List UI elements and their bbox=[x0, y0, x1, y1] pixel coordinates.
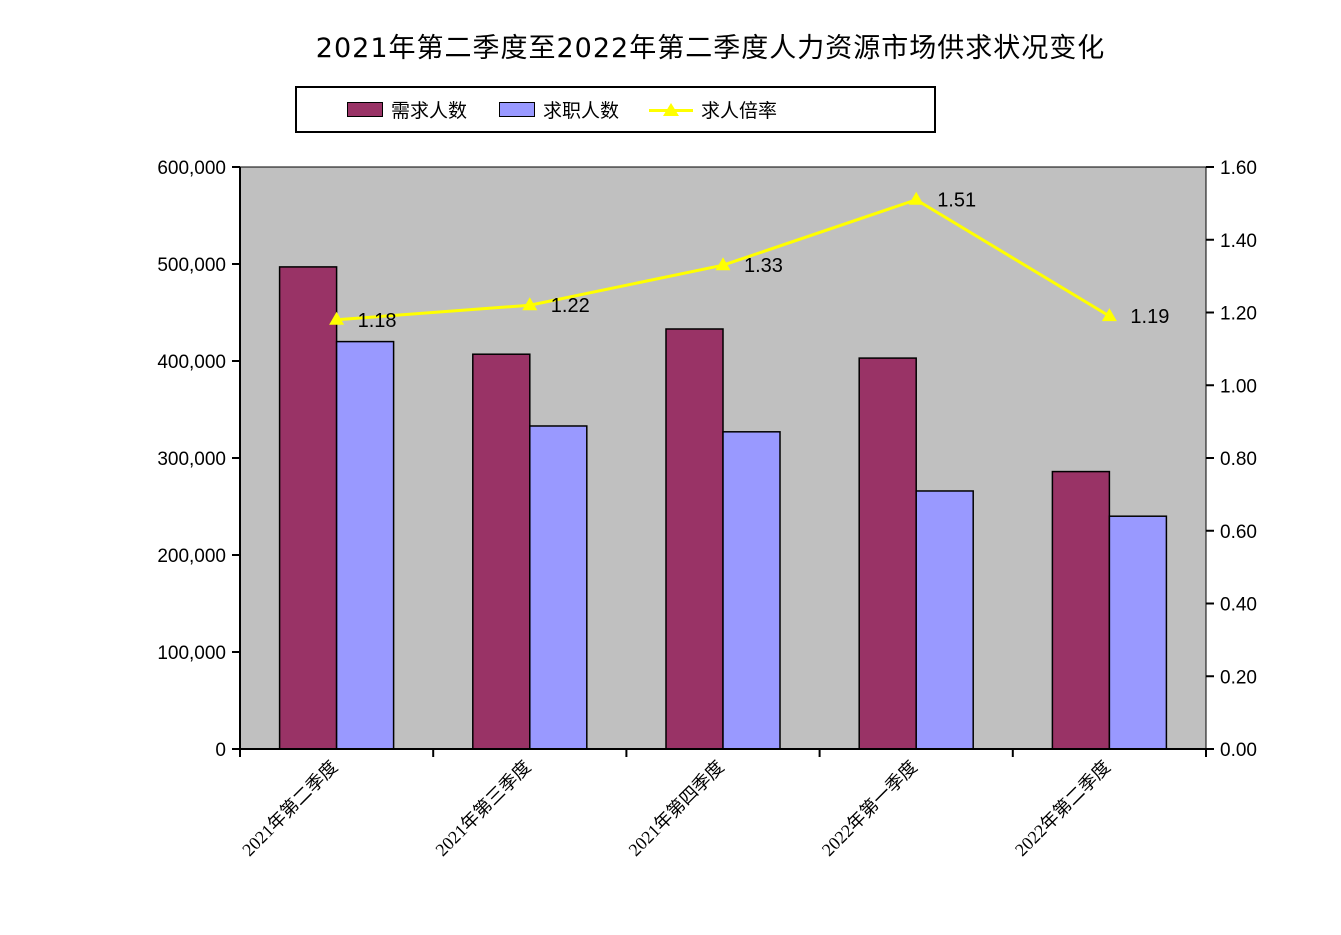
legend: 需求人数 求职人数 求人倍率 bbox=[295, 86, 936, 133]
x-axis-label-0: 2021年第二季度 bbox=[238, 757, 341, 860]
bar-demand-0 bbox=[278, 266, 338, 750]
left-axis-tick-label: 0 bbox=[215, 740, 226, 761]
bar-jobseekers-3 bbox=[915, 490, 974, 750]
ratio-point-label-1: 1.22 bbox=[551, 295, 590, 317]
ratio-marker-icon-4 bbox=[1101, 308, 1117, 322]
ratio-marker-icon-3 bbox=[908, 191, 924, 205]
legend-label-demand: 需求人数 bbox=[391, 101, 468, 122]
left-axis-tick-label: 100,000 bbox=[157, 643, 226, 664]
right-axis-tick-label: 0.60 bbox=[1220, 522, 1257, 543]
right-axis-tick-label: 1.60 bbox=[1220, 158, 1257, 179]
right-axis-tick-label: 0.20 bbox=[1220, 667, 1257, 688]
bar-demand-2 bbox=[665, 328, 724, 750]
ratio-point-label-3: 1.51 bbox=[937, 190, 976, 212]
ratio-point-label-2: 1.33 bbox=[744, 255, 783, 277]
ratio-marker-icon-1 bbox=[522, 297, 538, 311]
ratio-marker-icon-0 bbox=[329, 311, 345, 325]
right-axis-tick-label: 0.40 bbox=[1220, 595, 1257, 616]
legend-label-ratio: 求人倍率 bbox=[701, 101, 778, 122]
chart-title: 2021年第二季度至2022年第二季度人力资源市场供求状况变化 bbox=[315, 33, 1106, 64]
x-axis-label-4: 2022年第二季度 bbox=[1011, 757, 1114, 860]
x-axis-label-3: 2022年第一季度 bbox=[818, 757, 921, 860]
legend-label-jobseekers: 求职人数 bbox=[543, 101, 620, 122]
left-axis-tick-label: 600,000 bbox=[157, 158, 226, 179]
legend-entry-ratio: 求人倍率 bbox=[649, 88, 777, 131]
left-axis-tick-label: 200,000 bbox=[157, 546, 226, 567]
demand-series-swatch-icon bbox=[347, 102, 383, 117]
left-axis-tick-label: 400,000 bbox=[157, 352, 226, 373]
bar-jobseekers-1 bbox=[529, 425, 588, 750]
bar-demand-3 bbox=[858, 357, 917, 750]
right-axis-tick-label: 0.80 bbox=[1220, 449, 1257, 470]
legend-entry-demand: 需求人数 bbox=[347, 88, 467, 131]
x-axis-label-1: 2021年第三季度 bbox=[431, 757, 534, 860]
bar-jobseekers-4 bbox=[1108, 515, 1168, 750]
right-axis-tick-label: 1.40 bbox=[1220, 231, 1257, 252]
bar-demand-4 bbox=[1051, 470, 1111, 750]
bar-jobseekers-0 bbox=[335, 340, 395, 750]
jobseekers-series-swatch-icon bbox=[499, 102, 535, 117]
ratio-marker-icon-2 bbox=[715, 257, 731, 271]
right-axis-tick-label: 0.00 bbox=[1220, 740, 1257, 761]
ratio-point-label-4: 1.19 bbox=[1130, 306, 1169, 328]
ratio-point-label-0: 1.18 bbox=[358, 310, 397, 332]
left-axis-tick-label: 500,000 bbox=[157, 255, 226, 276]
right-axis-tick-label: 1.20 bbox=[1220, 304, 1257, 325]
left-axis-tick-label: 300,000 bbox=[157, 449, 226, 470]
bar-jobseekers-2 bbox=[722, 431, 781, 750]
right-axis-tick-label: 1.00 bbox=[1220, 376, 1257, 397]
ratio-series-line-marker-icon bbox=[649, 102, 693, 118]
bar-demand-1 bbox=[472, 353, 531, 750]
x-axis-label-2: 2021年第四季度 bbox=[625, 757, 728, 860]
legend-entry-jobseekers: 求职人数 bbox=[499, 88, 619, 131]
